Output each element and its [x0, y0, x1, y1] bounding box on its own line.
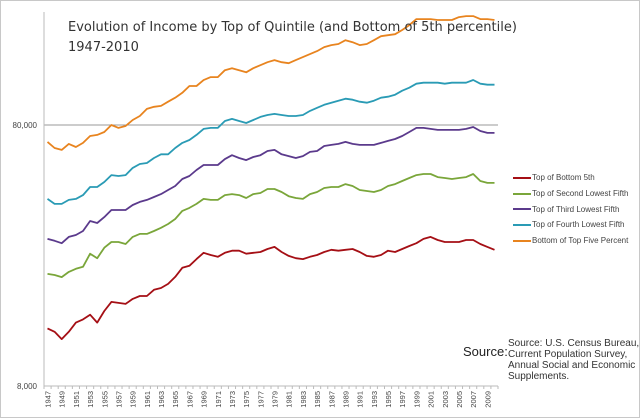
- x-tick-label: 1953: [86, 391, 95, 408]
- legend-item: Top of Bottom 5th: [513, 170, 629, 186]
- x-tick-label: 1979: [271, 391, 280, 408]
- x-tick-label: 1957: [114, 391, 123, 408]
- legend-item: Bottom of Top Five Percent: [513, 233, 629, 249]
- legend-label: Top of Third Lowest Fifth: [532, 204, 620, 214]
- legend-label: Top of Bottom 5th: [532, 173, 595, 183]
- x-tick-label: 1993: [370, 391, 379, 408]
- legend-swatch: [513, 223, 531, 226]
- legend-swatch: [513, 192, 531, 195]
- x-tick-label: 1989: [341, 391, 350, 408]
- source-line: Current Population Survey,: [508, 349, 628, 360]
- y-tick-label: 80,000: [13, 121, 38, 130]
- chart-title: Evolution of Income by Top of Quintile (…: [68, 20, 517, 35]
- source-text: Source: U.S. Census Bureau, Current Popu…: [508, 338, 639, 382]
- series-line: [46, 79, 495, 205]
- y-tick-label: 8,000: [17, 382, 38, 391]
- x-tick-label: 1947: [44, 391, 53, 408]
- source-line: Supplements.: [508, 371, 570, 382]
- source-line: Annual Social and Economic: [508, 360, 636, 371]
- x-tick-label: 1965: [171, 391, 180, 408]
- chart-subtitle: 1947-2010: [68, 40, 139, 55]
- chart-title-block: Evolution of Income by Top of Quintile (…: [68, 18, 517, 58]
- x-tick-label: 2003: [441, 391, 450, 408]
- x-tick-label: 1995: [384, 391, 393, 408]
- x-tick-label: 1981: [285, 391, 294, 408]
- legend-swatch: [513, 239, 531, 242]
- series-line: [47, 235, 495, 341]
- x-tick-label: 1971: [214, 391, 223, 408]
- legend-item: Top of Third Lowest Fifth: [513, 201, 629, 217]
- x-tick-label: 2001: [427, 391, 436, 408]
- source-label: Source:: [463, 344, 508, 359]
- x-tick-label: 1961: [143, 391, 152, 408]
- x-tick-label: 1983: [299, 391, 308, 408]
- source-line: Source: U.S. Census Bureau,: [508, 338, 640, 349]
- x-tick-label: 1975: [242, 391, 251, 408]
- legend-item: Top of Second Lowest Fifth: [513, 186, 629, 202]
- x-tick-label: 1951: [72, 391, 81, 408]
- x-tick-label: 2009: [483, 391, 492, 408]
- legend-swatch: [513, 176, 531, 179]
- x-tick-label: 1999: [412, 391, 421, 408]
- x-tick-label: 2007: [469, 391, 478, 408]
- legend-swatch: [513, 208, 531, 211]
- legend: Top of Bottom 5th Top of Second Lowest Fi…: [513, 170, 629, 248]
- x-tick-label: 1967: [185, 391, 194, 408]
- x-tick-label: 1991: [356, 391, 365, 408]
- series-line: [47, 126, 495, 245]
- x-tick-label: 1973: [228, 391, 237, 408]
- legend-item: Top of Fourth Lowest Fifth: [513, 217, 629, 233]
- x-tick-label: 1955: [100, 391, 109, 408]
- legend-label: Top of Fourth Lowest Fifth: [532, 220, 625, 230]
- x-tick-label: 1985: [313, 391, 322, 408]
- x-tick-label: 1977: [256, 391, 265, 408]
- series-line: [46, 15, 495, 151]
- legend-label: Top of Second Lowest Fifth: [532, 189, 629, 199]
- x-tick-label: 1997: [398, 391, 407, 408]
- series-line: [47, 173, 495, 279]
- x-tick-label: 1963: [157, 391, 166, 408]
- x-tick-label: 1969: [200, 391, 209, 408]
- x-tick-label: 2005: [455, 391, 464, 408]
- x-tick-label: 1959: [129, 391, 138, 408]
- x-tick-label: 1987: [327, 391, 336, 408]
- x-tick-label: 1949: [58, 391, 67, 408]
- legend-label: Bottom of Top Five Percent: [532, 236, 629, 246]
